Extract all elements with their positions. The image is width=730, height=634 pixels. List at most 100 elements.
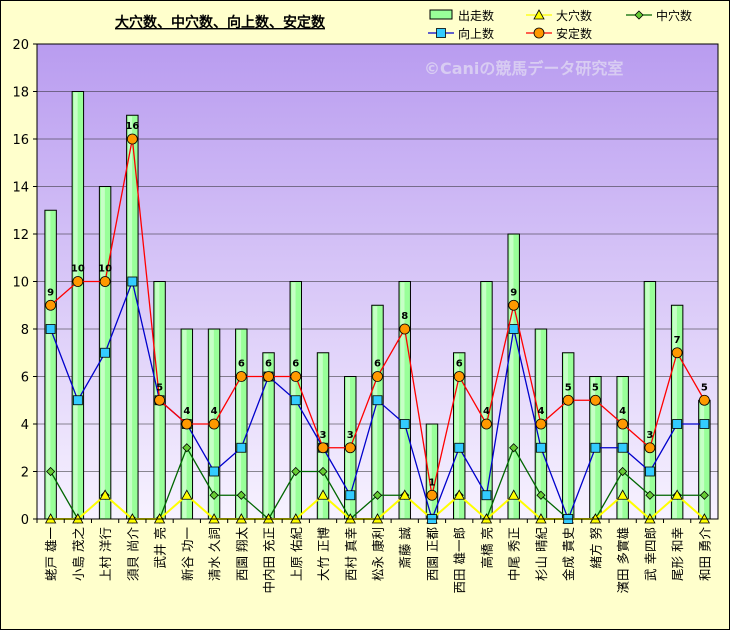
y-tick-label: 18 [12,86,29,101]
bar-highlight [318,353,323,518]
data-point [372,371,383,382]
data-point [72,276,84,287]
chart-title: 大穴数、中穴数、向上数、安定数 [115,14,326,31]
bar-highlight [700,401,705,518]
y-tick-label: 4 [21,418,29,433]
y-axis: 0 2 4 6 8 10 12 14 16 18 20 [12,38,37,528]
legend-item: 向上数 [428,26,494,41]
bar-highlight [509,235,514,518]
x-tick-label: 緒方 努 [588,527,603,568]
data-point [317,442,329,454]
data-point [208,418,220,430]
data-label: 6 [265,359,272,370]
data-label: 4 [537,406,544,417]
data-label: 4 [183,406,190,417]
data-point [617,442,628,453]
data-point [617,418,629,430]
data-point [236,490,246,500]
data-point [290,371,302,382]
x-tick-label: 清水 久詞 [207,527,222,581]
data-point [698,394,710,406]
legend-marker [533,27,545,39]
data-label: 10 [71,264,85,275]
legend-label: 大穴数 [556,8,592,23]
x-tick-label: 杉山 晴紀 [534,527,549,581]
data-label: 4 [211,406,218,417]
x-tick-label: 和田 勇介 [697,527,712,581]
data-point [590,442,601,453]
y-tick-label: 8 [21,323,29,338]
legend-marker [436,28,446,38]
data-label: 4 [619,406,626,417]
x-tick-label: 松永 康利 [371,527,386,581]
data-point [453,489,465,500]
data-point [699,490,709,500]
bar-highlight [46,211,51,518]
x-tick-label: 小島 茂之 [71,527,86,581]
x-tick-label: 高橋 亮 [479,527,494,568]
data-point [317,489,329,500]
y-tick-label: 12 [12,228,29,243]
x-tick-label: 西村 真幸 [343,527,358,581]
data-point [671,489,683,500]
data-point [318,466,328,477]
data-point [291,466,301,477]
data-label: 16 [125,121,139,132]
x-axis: 蛯戸 雄一 小島 茂之 上村 洋行 須貝 尚介 武井 亮新谷 功一 清水 久詞 西園 翔太中… [36,519,712,593]
y-tick-label: 2 [21,466,29,481]
data-point [372,490,383,500]
bar-highlight [128,116,133,518]
data-point [508,324,519,334]
data-label: 9 [47,287,54,298]
legend-marker [634,10,644,20]
x-tick-label: 中内田 充正 [262,527,277,593]
legend-item: 出走数 [429,8,494,23]
data-label: 5 [565,382,572,393]
data-point [481,418,492,430]
data-point [209,490,219,500]
watermark-text: ©Caniの競馬データ研究室 [424,59,623,78]
data-point [154,394,165,406]
data-point [100,347,110,358]
x-tick-label: 西園 正都 [425,527,440,581]
data-point [399,323,411,335]
data-point [126,133,138,145]
line-series [44,133,711,524]
data-point [127,276,138,287]
data-label: 3 [646,430,653,441]
data-label: 5 [592,382,599,393]
data-point [508,489,520,500]
data-point [645,466,655,477]
data-point [344,442,356,454]
legend-label: 出走数 [458,8,494,23]
x-tick-label: 西田 雄一郎 [452,527,467,593]
x-tick-label: 斎藤 誠 [398,527,413,569]
data-point [181,418,193,430]
data-point [645,490,655,500]
legend-swatch [429,9,453,20]
bar-highlight [645,282,650,518]
data-label: 1 [428,477,435,488]
data-label: 5 [156,382,163,393]
legend-label: 向上数 [458,26,494,41]
y-tick-label: 10 [12,276,29,291]
y-tick-label: 16 [12,133,29,148]
data-point [509,443,519,453]
legend-item: 大穴数 [526,8,592,23]
data-label: 10 [98,264,112,275]
x-tick-label: 西園 翔太 [234,527,249,581]
data-point [45,299,57,311]
data-point [345,490,356,501]
data-point [209,466,219,477]
x-tick-label: 新谷 功一 [180,527,195,581]
bar-highlight [73,92,78,518]
data-point [454,442,465,453]
legend-item: 安定数 [526,26,592,41]
data-point [699,419,710,429]
data-point [508,299,520,311]
bar-highlight [373,306,378,518]
data-point [536,442,546,453]
